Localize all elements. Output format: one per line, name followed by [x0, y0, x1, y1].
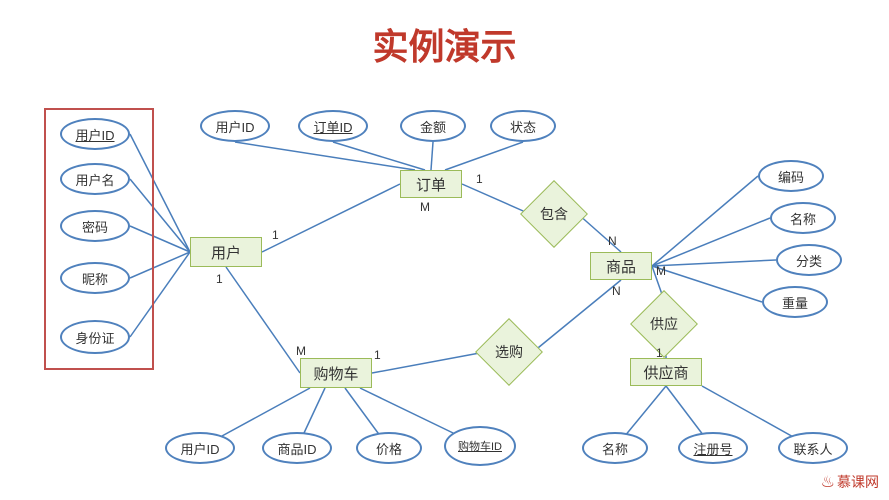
attribute-amount: 金额: [400, 110, 466, 142]
attribute-cart_userid: 用户ID: [165, 432, 235, 464]
attribute-name: 名称: [770, 202, 836, 234]
cardinality-label: M: [656, 264, 666, 278]
attribute-order_id: 订单ID: [298, 110, 368, 142]
entity-order: 订单: [400, 170, 462, 198]
attribute-contact: 联系人: [778, 432, 848, 464]
cardinality-label: 1: [272, 228, 279, 242]
attribute-order_userid: 用户ID: [200, 110, 270, 142]
attribute-cart_id: 购物车ID: [444, 426, 516, 466]
watermark-text: 慕课网: [837, 472, 879, 492]
attribute-nickname: 昵称: [60, 262, 130, 294]
entity-cart: 购物车: [300, 358, 372, 388]
attribute-price: 价格: [356, 432, 422, 464]
attribute-password: 密码: [60, 210, 130, 242]
watermark: ♨ 慕课网: [821, 472, 879, 492]
cardinality-label: M: [296, 344, 306, 358]
entity-user: 用户: [190, 237, 262, 267]
attribute-user_name: 用户名: [60, 163, 130, 195]
attribute-category: 分类: [776, 244, 842, 276]
attribute-code: 编码: [758, 160, 824, 192]
cardinality-label: M: [420, 200, 430, 214]
flame-icon: ♨: [821, 472, 835, 492]
attribute-sup_name: 名称: [582, 432, 648, 464]
page-title: 实例演示: [0, 18, 889, 70]
attribute-cart_prodid: 商品ID: [262, 432, 332, 464]
attribute-status: 状态: [490, 110, 556, 142]
cardinality-label: 1: [656, 346, 663, 360]
cardinality-label: 1: [374, 348, 381, 362]
cardinality-label: 1: [476, 172, 483, 186]
entity-supplier: 供应商: [630, 358, 702, 386]
relationship-label-contain: 包含: [520, 180, 587, 247]
cardinality-label: N: [612, 284, 621, 298]
attribute-user_id: 用户ID: [60, 118, 130, 150]
attribute-weight: 重量: [762, 286, 828, 318]
relationship-label-supply: 供应: [630, 290, 697, 357]
relationship-label-select: 选购: [475, 318, 542, 385]
cardinality-label: 1: [216, 272, 223, 286]
cardinality-label: N: [608, 234, 617, 248]
attribute-idcard: 身份证: [60, 320, 130, 354]
entity-product: 商品: [590, 252, 652, 280]
attribute-reg_no: 注册号: [678, 432, 748, 464]
